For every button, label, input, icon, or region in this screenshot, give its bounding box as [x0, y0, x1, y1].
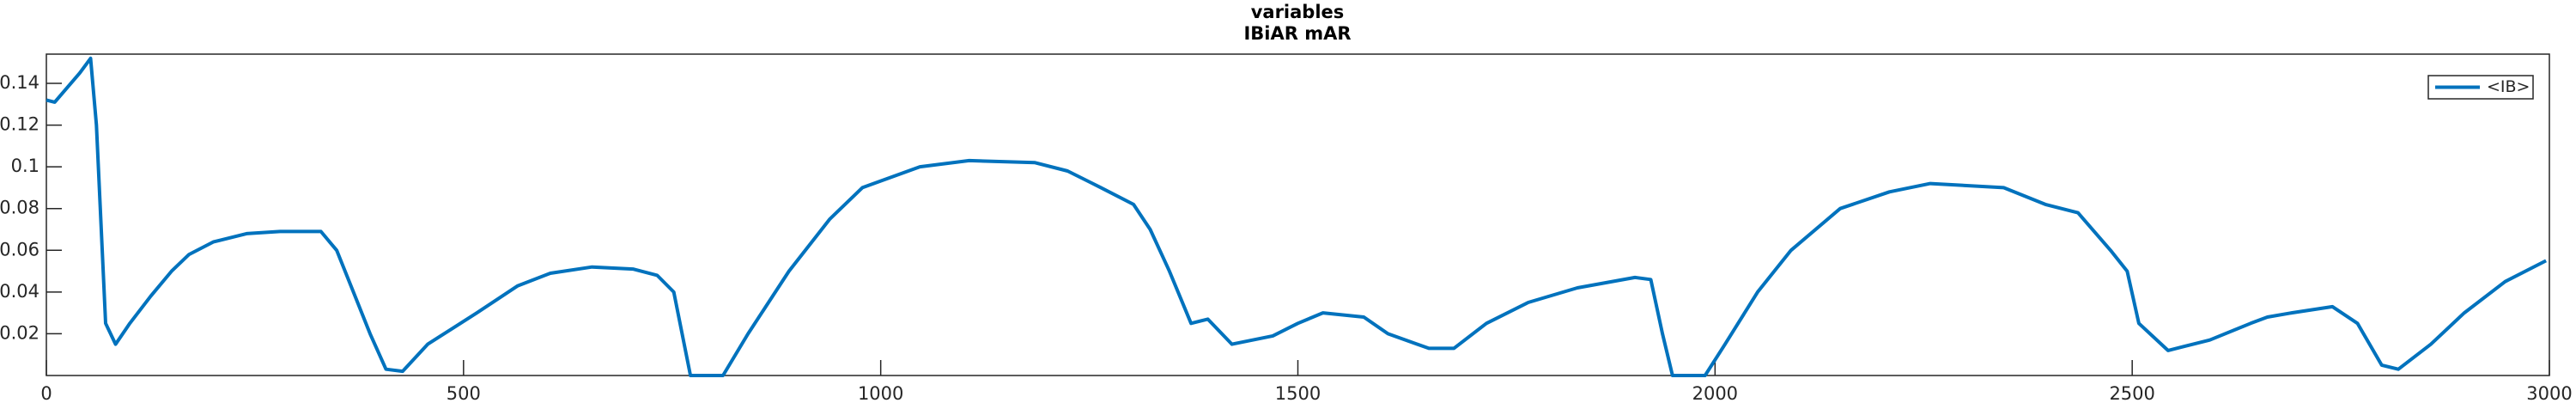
legend-label: <IB> [2487, 77, 2530, 96]
chart-subtitle: IBiAR mAR [1243, 23, 1351, 44]
y-tick-label: 0.1 [11, 156, 39, 176]
x-tick-label: 3000 [2526, 383, 2572, 403]
y-tick-label: 0.12 [0, 114, 39, 135]
x-tick-label: 1500 [1275, 383, 1321, 403]
x-tick-label: 1000 [858, 383, 903, 403]
y-tick-label: 0.14 [0, 72, 39, 93]
chart-title: variables [1251, 2, 1345, 22]
y-tick-label: 0.02 [0, 322, 39, 343]
y-tick-label: 0.08 [0, 198, 39, 218]
x-tick-label: 500 [447, 383, 481, 403]
line [46, 56, 2548, 377]
x-tick-label: 0 [40, 383, 52, 403]
y-tick-label: 0.06 [0, 239, 39, 260]
axes-box [46, 53, 2550, 376]
x-tick-label: 2500 [2109, 383, 2154, 403]
y-tick-label: 0.04 [0, 281, 39, 302]
x-tick-label: 2000 [1692, 383, 1738, 403]
